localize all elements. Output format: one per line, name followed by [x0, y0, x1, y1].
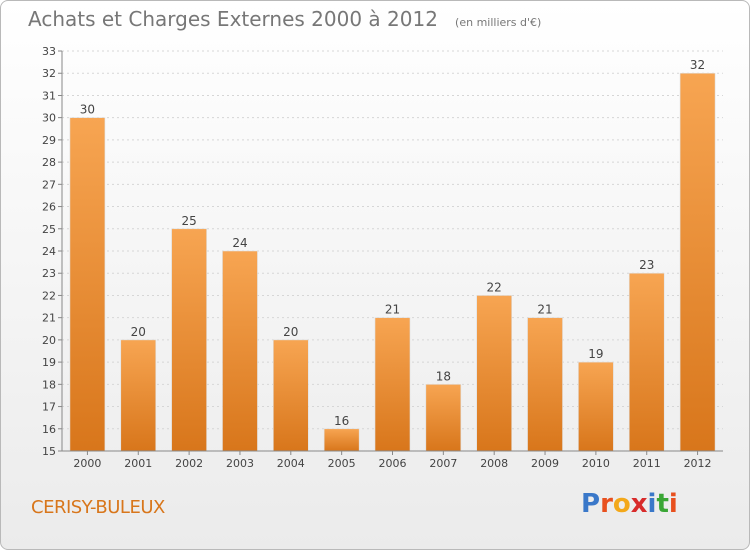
- logo-letter: i: [647, 489, 657, 519]
- commune-name: CERISY-BULEUX: [31, 497, 165, 518]
- y-tick-label: 29: [42, 134, 56, 147]
- x-tick-label: 2004: [277, 457, 305, 470]
- bar: [69, 117, 106, 452]
- x-tick-label: 2000: [73, 457, 101, 470]
- y-tick-label: 21: [42, 312, 56, 325]
- x-tick-label: 2002: [175, 457, 203, 470]
- y-tick-label: 31: [42, 89, 56, 102]
- data-label: 22: [487, 280, 502, 294]
- y-tick-label: 33: [42, 45, 56, 58]
- data-label: 25: [181, 214, 196, 228]
- bar: [527, 317, 563, 452]
- data-label: 21: [537, 303, 552, 317]
- chart-title: Achats et Charges Externes 2000 à 2012: [28, 7, 438, 31]
- bar: [628, 272, 665, 452]
- data-label: 18: [436, 369, 451, 383]
- data-label: 19: [588, 347, 603, 361]
- bar: [374, 317, 411, 452]
- y-tick-label: 24: [42, 245, 56, 258]
- y-tick-label: 25: [42, 223, 56, 236]
- data-label: 20: [283, 325, 298, 339]
- data-label: 32: [690, 58, 705, 72]
- bar: [273, 339, 309, 452]
- x-tick-label: 2011: [633, 457, 661, 470]
- x-tick-label: 2012: [684, 457, 712, 470]
- data-label: 30: [80, 103, 95, 117]
- logo-letter: i: [668, 489, 678, 519]
- bar: [323, 428, 360, 452]
- bar-layer: [69, 72, 716, 452]
- x-tick-label: 2001: [124, 457, 152, 470]
- y-tick-label: 32: [42, 67, 56, 80]
- y-tick-label: 16: [42, 423, 56, 436]
- bar: [222, 250, 258, 452]
- y-tick-label: 30: [42, 112, 56, 125]
- bar: [171, 228, 207, 452]
- axis-layer: [58, 50, 723, 455]
- y-tick-label: 27: [42, 178, 56, 191]
- logo-letter: r: [600, 489, 613, 519]
- logo-letter: x: [630, 489, 648, 519]
- x-tick-label: 2008: [480, 457, 508, 470]
- data-label: 23: [639, 258, 654, 272]
- bar: [425, 384, 462, 452]
- y-tick-label: 26: [42, 201, 56, 214]
- x-tick-label: 2007: [429, 457, 457, 470]
- title-line: Achats et Charges Externes 2000 à 2012 (…: [28, 7, 541, 31]
- y-tick-label: 22: [42, 289, 56, 302]
- y-tick-label: 20: [42, 334, 56, 347]
- data-label: 21: [385, 303, 400, 317]
- bar: [120, 339, 157, 452]
- logo-letter: t: [656, 489, 669, 519]
- y-tick-label: 17: [42, 401, 56, 414]
- bar: [679, 72, 716, 452]
- x-tick-label: 2010: [582, 457, 610, 470]
- chart-subtitle: (en milliers d'€): [455, 16, 542, 29]
- x-tick-label: 2006: [379, 457, 407, 470]
- x-tick-label: 2003: [226, 457, 254, 470]
- label-layer: 15 16 17 18 19 20 21 22 23 24 25 26 27 28 29 30 31 32 33 30…: [42, 45, 712, 470]
- y-tick-label: 15: [42, 445, 56, 458]
- data-label: 20: [131, 325, 146, 339]
- x-tick-label: 2005: [328, 457, 356, 470]
- logo-letter: P: [581, 489, 601, 519]
- y-tick-label: 19: [42, 356, 56, 369]
- proxiti-logo[interactable]: Proxiti: [581, 489, 678, 519]
- bar: [578, 361, 614, 452]
- logo-letter: o: [612, 489, 631, 519]
- bar: [476, 295, 512, 452]
- y-tick-label: 23: [42, 267, 56, 280]
- x-tick-label: 2009: [531, 457, 559, 470]
- data-label: 24: [232, 236, 247, 250]
- data-label: 16: [334, 414, 349, 428]
- y-tick-label: 28: [42, 156, 56, 169]
- y-tick-label: 18: [42, 378, 56, 391]
